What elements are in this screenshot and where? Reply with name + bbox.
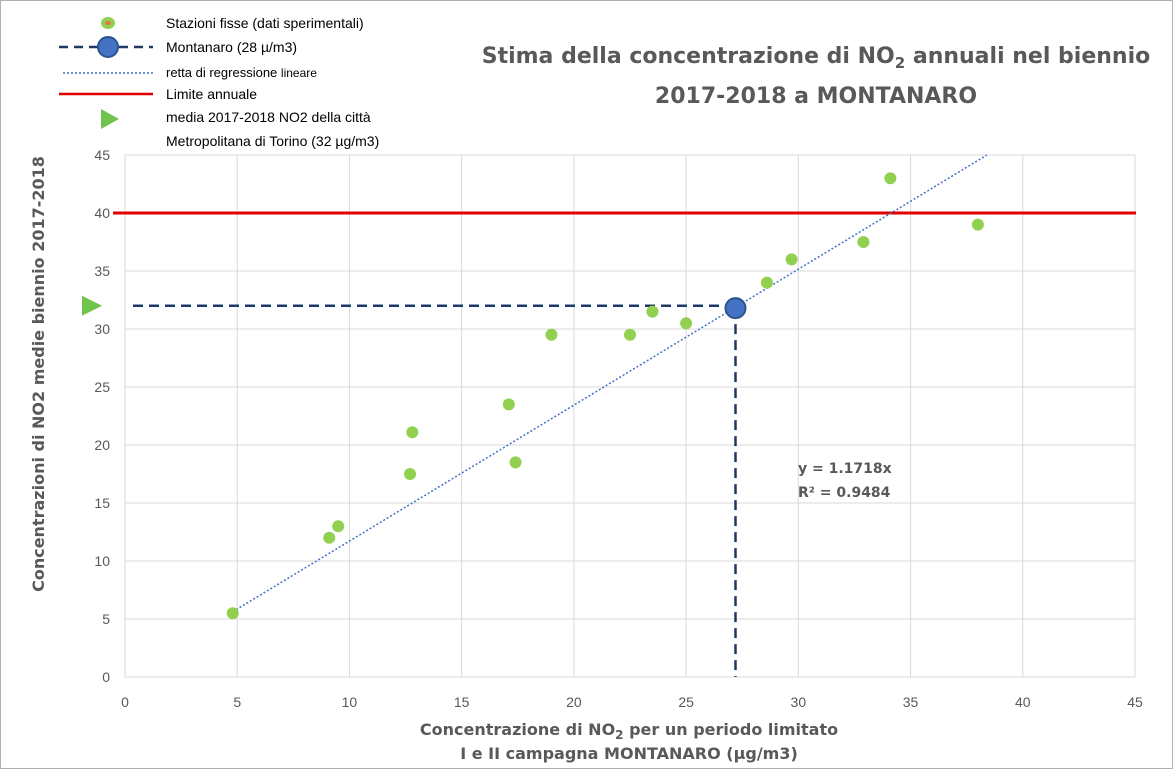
station-point-0 — [226, 607, 239, 620]
station-point-12 — [785, 253, 798, 266]
station-point-13 — [857, 236, 870, 248]
station-point-6 — [509, 456, 522, 469]
tick-labels: 0 5 10 15 20 25 30 35 40 45 0 5 10 15 20 25 30 35 40 45 — [94, 147, 1143, 710]
x-tick-label-5: 5 — [233, 694, 241, 710]
regression-equation: y = 1.1718x — [798, 461, 892, 477]
city-average-marker — [82, 295, 102, 316]
station-point-7 — [545, 328, 558, 341]
legend-station-marker-center — [105, 21, 111, 25]
x-tick-label-40: 40 — [1015, 694, 1031, 710]
reference-lines — [113, 154, 1136, 677]
legend-limit-label: Limite annuale — [166, 86, 257, 102]
y-tick-label-15: 15 — [94, 495, 110, 511]
station-point-9 — [646, 305, 659, 318]
x-tick-label-20: 20 — [566, 694, 582, 710]
x-tick-label-35: 35 — [903, 694, 919, 710]
station-point-5 — [502, 398, 515, 411]
data-points — [82, 172, 984, 620]
regression-line — [232, 154, 988, 613]
legend-regression-label: retta di regressione lineare — [166, 65, 317, 80]
y-tick-label-30: 30 — [94, 321, 110, 337]
x-axis-title-line2: I e II campagna MONTANARO (µg/m3) — [460, 744, 798, 763]
x-tick-label-10: 10 — [342, 694, 358, 710]
legend-city-marker — [101, 109, 119, 129]
legend: Stazioni fisse (dati sperimentali) Monta… — [59, 15, 379, 149]
y-tick-label-10: 10 — [94, 553, 110, 569]
x-tick-label-15: 15 — [454, 694, 470, 710]
x-tick-label-45: 45 — [1127, 694, 1143, 710]
legend-montanaro-marker — [97, 36, 119, 58]
y-tick-label-35: 35 — [94, 263, 110, 279]
gridlines — [124, 154, 1136, 678]
station-point-1 — [323, 531, 336, 544]
station-point-8 — [624, 328, 636, 341]
y-tick-label-0: 0 — [102, 669, 110, 685]
station-point-4 — [406, 426, 419, 439]
station-point-15 — [971, 218, 984, 231]
y-tick-label-40: 40 — [94, 205, 110, 221]
x-tick-label-25: 25 — [678, 694, 694, 710]
y-tick-label-25: 25 — [94, 379, 110, 395]
regression-r-squared: R² = 0.9484 — [798, 485, 891, 501]
x-tick-label-0: 0 — [121, 694, 129, 710]
legend-city-label-line2: Metropolitana di Torino (32 µg/m3) — [166, 133, 379, 149]
y-tick-label-45: 45 — [94, 147, 110, 163]
y-tick-label-20: 20 — [94, 437, 110, 453]
station-point-14 — [884, 172, 897, 185]
legend-montanaro-label: Montanaro (28 µ/m3) — [166, 39, 297, 55]
y-tick-label-5: 5 — [102, 611, 110, 627]
station-point-11 — [760, 276, 773, 289]
station-point-2 — [332, 520, 345, 533]
y-axis-title: Concentrazioni di NO2 medie biennio 2017… — [29, 156, 48, 592]
chart-title-line1: Stima della concentrazione di NO2 annual… — [482, 44, 1151, 72]
legend-city-label-line1: media 2017-2018 NO2 della città — [166, 109, 371, 125]
x-axis-title-line1: Concentrazione di NO2 per un periodo lim… — [420, 720, 838, 742]
chart-title-line2: 2017-2018 a MONTANARO — [655, 84, 977, 109]
station-point-10 — [680, 317, 693, 330]
montanaro-point — [724, 297, 747, 320]
station-point-3 — [404, 468, 417, 480]
legend-stations-label: Stazioni fisse (dati sperimentali) — [166, 15, 364, 31]
x-tick-label-30: 30 — [791, 694, 807, 710]
